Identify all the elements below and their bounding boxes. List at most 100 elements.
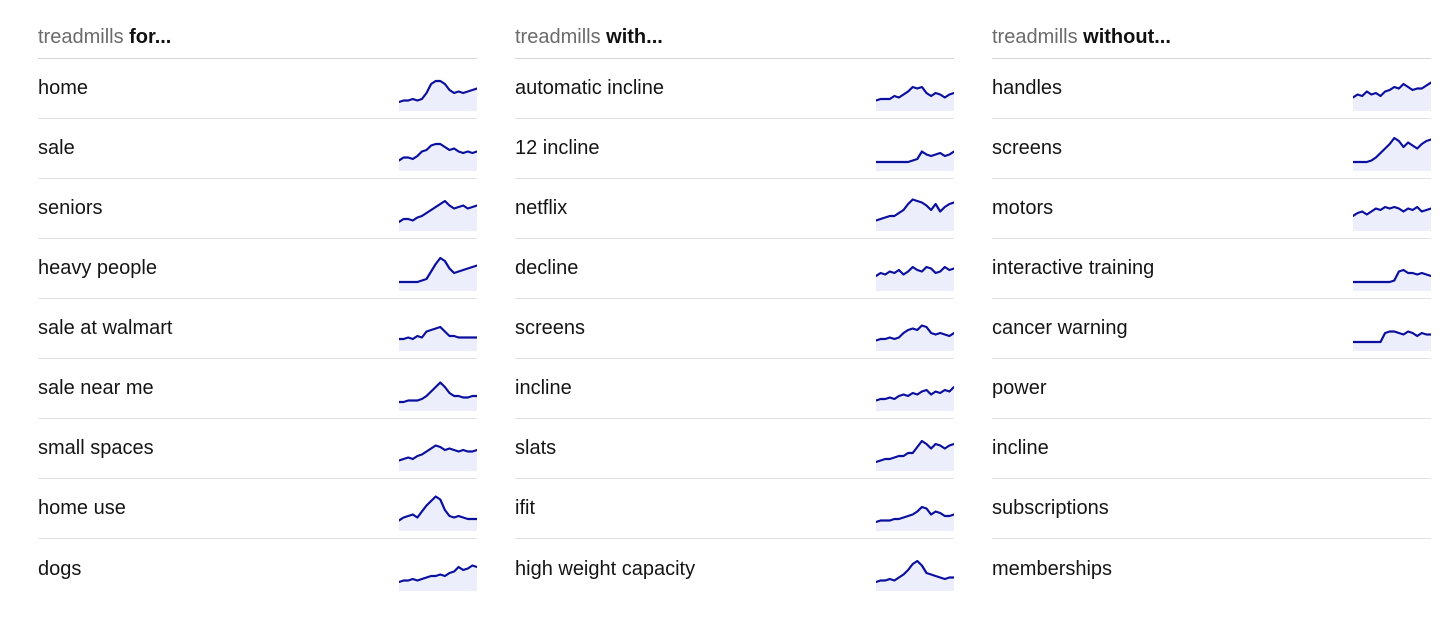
search-term: subscriptions	[992, 497, 1109, 519]
header-prefix: treadmills	[38, 26, 124, 48]
trend-sparkline	[876, 149, 954, 171]
trend-sparkline	[876, 85, 954, 111]
search-row[interactable]: handles	[992, 59, 1431, 119]
sparkline-area	[876, 199, 954, 231]
search-row[interactable]: sale	[38, 119, 477, 179]
search-term: incline	[515, 377, 572, 399]
sparkline-area	[399, 80, 477, 111]
sparkline-line	[876, 149, 954, 163]
search-row[interactable]: incline	[515, 359, 954, 419]
sparkline-line	[399, 380, 477, 403]
search-term: interactive training	[992, 257, 1155, 279]
search-term: ifit	[515, 497, 535, 519]
trend-sparkline	[399, 564, 477, 591]
search-row[interactable]: screens	[992, 119, 1431, 179]
sparkline-area	[1353, 137, 1431, 171]
search-term: sale at walmart	[38, 317, 173, 339]
sparkline-area	[876, 151, 954, 171]
sparkline-line	[1353, 80, 1431, 99]
header-suffix: with...	[606, 26, 663, 48]
trend-sparkline	[1353, 80, 1431, 111]
column-for: treadmills for... home sale seniors heav…	[38, 14, 477, 599]
header-prefix: treadmills	[515, 26, 601, 48]
sparkline-line	[1353, 329, 1431, 343]
search-term: decline	[515, 257, 579, 279]
search-term: motors	[992, 197, 1054, 219]
search-term: seniors	[38, 197, 103, 219]
sparkline-area	[399, 565, 477, 591]
trend-sparkline	[1353, 551, 1431, 591]
trend-sparkline	[1353, 136, 1431, 171]
search-term: slats	[515, 437, 557, 459]
column-with: treadmills with... automatic incline 12 …	[515, 14, 954, 599]
sparkline-line	[399, 256, 477, 283]
search-term: small spaces	[38, 437, 154, 459]
sparkline-line	[399, 142, 477, 162]
search-term: screens	[992, 137, 1063, 159]
search-row[interactable]: interactive training	[992, 239, 1431, 299]
search-row[interactable]: ifit	[515, 479, 954, 539]
sparkline-area	[876, 561, 954, 591]
sparkline-area	[399, 143, 477, 171]
column-without: treadmills without... handles screens mo…	[992, 14, 1431, 599]
search-row[interactable]: home use	[38, 479, 477, 539]
trend-sparkline	[876, 323, 954, 351]
sparkline-area	[399, 257, 477, 291]
header-suffix: without...	[1083, 26, 1171, 48]
search-row[interactable]: high weight capacity	[515, 539, 954, 599]
search-row[interactable]: heavy people	[38, 239, 477, 299]
search-row[interactable]: automatic incline	[515, 59, 954, 119]
search-row[interactable]: dogs	[38, 539, 477, 599]
sparkline-area	[1353, 269, 1431, 291]
trend-sparkline	[399, 443, 477, 471]
search-row[interactable]: incline	[992, 419, 1431, 479]
sparkline-line	[876, 197, 954, 222]
trend-sparkline	[876, 265, 954, 291]
search-term: heavy people	[38, 257, 157, 279]
column-header-with: treadmills with...	[515, 14, 954, 59]
search-term: memberships	[992, 557, 1113, 580]
search-row[interactable]: sale at walmart	[38, 299, 477, 359]
search-row[interactable]: 12 incline	[515, 119, 954, 179]
sparkline-area	[876, 325, 954, 351]
search-row[interactable]: netflix	[515, 179, 954, 239]
search-term: dogs	[38, 557, 82, 580]
trend-sparkline	[1353, 431, 1431, 471]
header-prefix: treadmills	[992, 26, 1078, 48]
sparkline-area	[876, 506, 954, 531]
search-term: power	[992, 377, 1047, 399]
search-term: handles	[992, 77, 1063, 99]
search-row[interactable]: motors	[992, 179, 1431, 239]
search-row[interactable]: sale near me	[38, 359, 477, 419]
search-term: cancer warning	[992, 317, 1128, 339]
search-term: screens	[515, 317, 586, 339]
search-row[interactable]: screens	[515, 299, 954, 359]
search-row[interactable]: memberships	[992, 539, 1431, 599]
sparkline-area	[1353, 82, 1431, 111]
sparkline-line	[399, 443, 477, 462]
search-row[interactable]: decline	[515, 239, 954, 299]
sparkline-line	[399, 199, 477, 223]
search-row[interactable]: cancer warning	[992, 299, 1431, 359]
search-term: home use	[38, 497, 126, 519]
search-row[interactable]: power	[992, 359, 1431, 419]
trend-sparkline	[1353, 491, 1431, 531]
search-row[interactable]: slats	[515, 419, 954, 479]
search-row[interactable]: small spaces	[38, 419, 477, 479]
trend-sparkline	[399, 380, 477, 411]
sparkline-line	[399, 79, 477, 103]
sparkline-line	[399, 494, 477, 522]
sparkline-line	[399, 564, 477, 584]
trend-sparkline	[399, 142, 477, 171]
search-term: sale near me	[38, 377, 154, 399]
trend-sparkline	[1353, 268, 1431, 291]
trend-sparkline	[1353, 371, 1431, 411]
search-row[interactable]: home	[38, 59, 477, 119]
search-row[interactable]: seniors	[38, 179, 477, 239]
sparkline-line	[1353, 268, 1431, 283]
column-header-for: treadmills for...	[38, 14, 477, 59]
search-row[interactable]: subscriptions	[992, 479, 1431, 539]
trend-sparkline	[1353, 329, 1431, 351]
sparkline-line	[876, 385, 954, 402]
trend-sparkline	[399, 494, 477, 531]
